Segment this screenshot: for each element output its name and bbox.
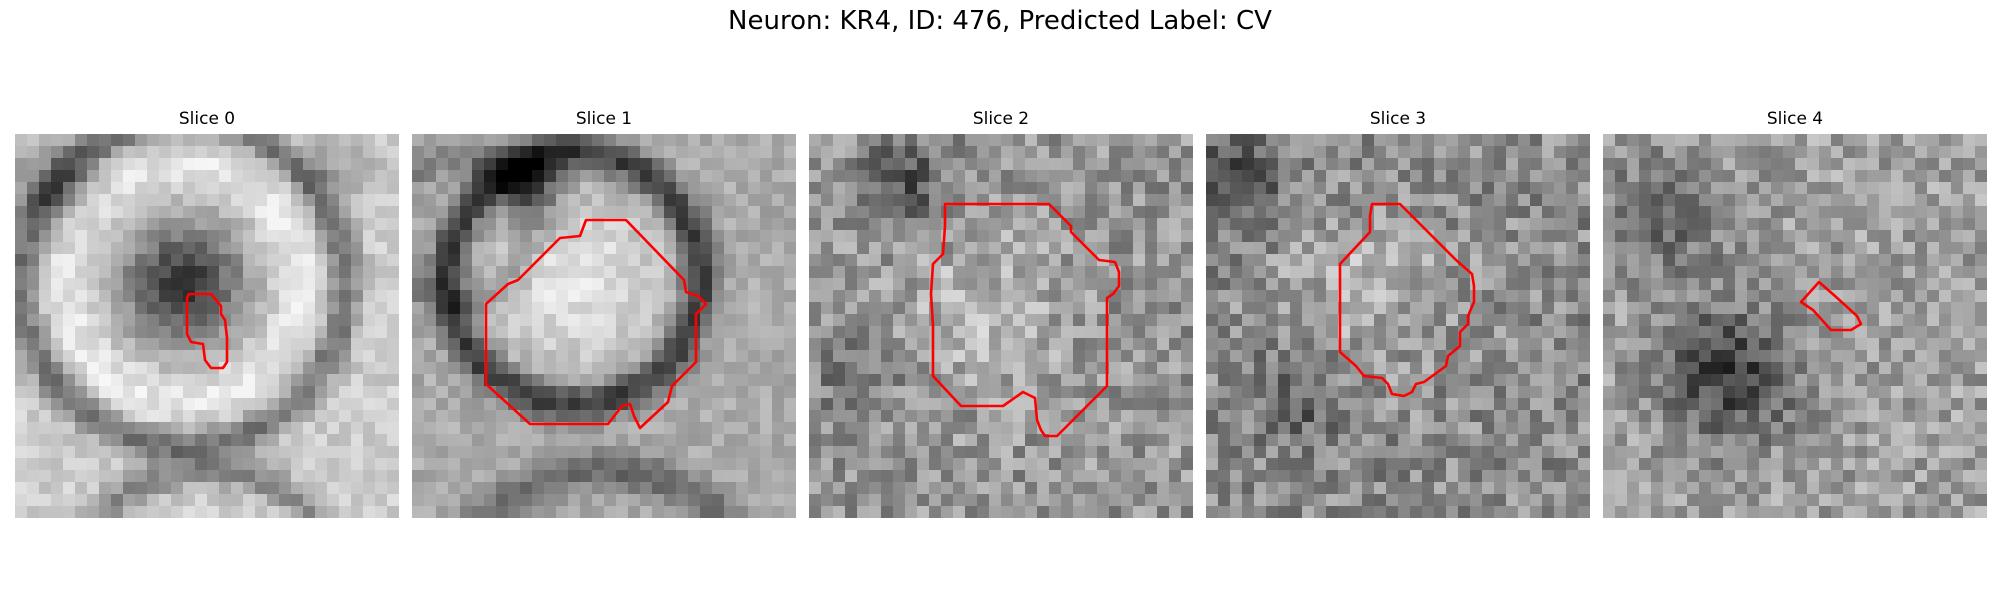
micrograph-pixels xyxy=(15,134,399,518)
slice-image-1 xyxy=(412,134,796,518)
segmentation-contour xyxy=(929,202,1121,438)
slice-panel-2: Slice 2 xyxy=(809,108,1193,518)
slice-title: Slice 4 xyxy=(1766,109,1824,129)
slice-title: Slice 3 xyxy=(1369,109,1427,129)
slice-title: Slice 2 xyxy=(972,109,1030,129)
slice-title: Slice 0 xyxy=(178,109,236,129)
slice-image-4 xyxy=(1603,134,1987,518)
micrograph-pixels xyxy=(809,134,1193,518)
slice-panel-3: Slice 3 xyxy=(1206,108,1590,518)
micrograph-pixels xyxy=(412,134,796,518)
slice-panel-0: Slice 0 xyxy=(15,108,399,518)
micrograph-pixels xyxy=(1603,134,1987,518)
figure-title: Neuron: KR4, ID: 476, Predicted Label: C… xyxy=(728,6,1272,36)
slice-title: Slice 1 xyxy=(575,109,633,129)
slice-panel-4: Slice 4 xyxy=(1603,108,1987,518)
segmentation-contour xyxy=(1338,202,1476,398)
micrograph-pixels xyxy=(1206,134,1590,518)
slice-panel-1: Slice 1 xyxy=(412,108,796,518)
segmentation-contour xyxy=(1799,280,1863,332)
slice-image-2 xyxy=(809,134,1193,518)
slice-image-0 xyxy=(15,134,399,518)
segmentation-contour xyxy=(185,292,229,370)
segmentation-contour xyxy=(484,218,708,430)
slice-image-3 xyxy=(1206,134,1590,518)
